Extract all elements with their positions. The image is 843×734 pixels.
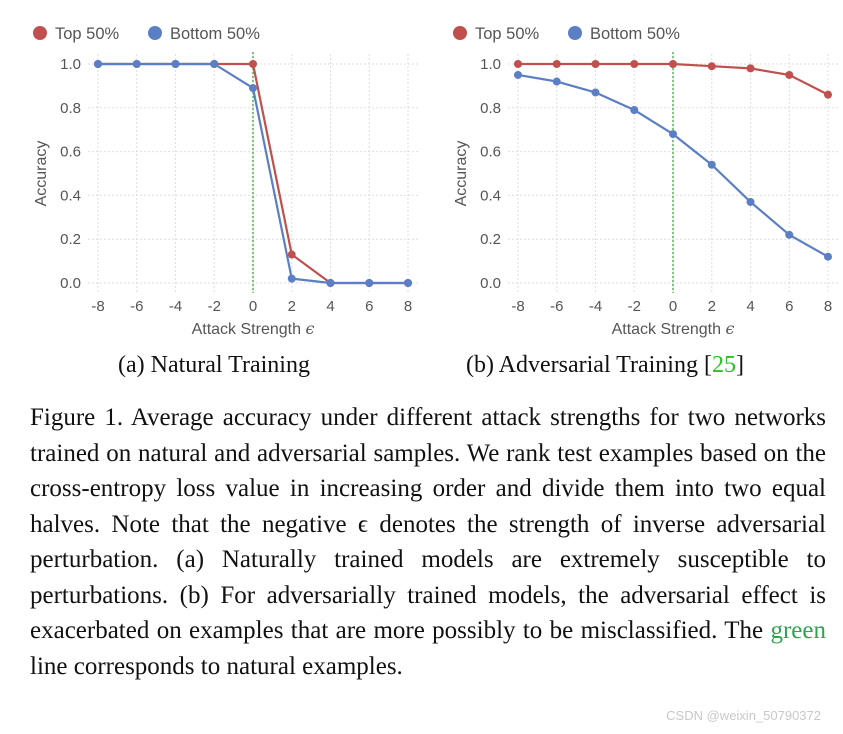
x-tick-label: -8 [511,298,524,315]
y-tick-label: 0.6 [480,144,501,161]
data-point [171,60,180,68]
caption-part1: Figure 1. Average accuracy under differe… [30,404,826,644]
subcaption-b-text: (b) Adversarial Training [ [466,352,712,378]
x-tick-label: 0 [669,298,677,315]
x-tick-label: -6 [550,298,563,315]
subcaption-b-close: ] [735,352,744,378]
data-point [94,60,102,68]
y-tick-label: 0.0 [60,275,81,292]
legend-label: Bottom 50% [590,25,680,43]
data-point [249,84,257,93]
x-tick-label: 4 [746,298,754,315]
x-tick-label: 2 [288,298,296,315]
chart-natural-training-svg: 0.0 0.2 0.4 0.6 0.8 1.0 -8 -6 -4 -2 0 2 4 6 8 Attack St… [33,25,418,338]
data-point [824,252,832,261]
data-point [287,250,296,259]
data-point [514,70,522,79]
data-point [249,60,257,68]
x-tick-label: 6 [365,298,373,315]
y-tick-label: 0.2 [480,231,501,248]
x-tick-label: -2 [628,298,641,315]
legend-marker [148,26,162,40]
data-point [630,60,639,68]
y-tick-label: 1.0 [60,56,81,73]
x-tick-label: 8 [824,298,832,315]
y-tick-label: 0.8 [60,100,81,117]
data-point [514,60,522,68]
data-point [746,64,755,73]
y-tick-label: 0.0 [480,275,501,292]
y-axis-label: Accuracy [453,141,470,207]
data-point [326,279,335,287]
subcaption-a: (a) Natural Training [118,352,310,378]
data-point [591,88,600,97]
y-tick-label: 0.4 [480,187,501,204]
data-point [669,130,677,139]
data-point [707,160,716,169]
data-point [630,105,639,114]
data-point [404,279,412,287]
legend-marker [33,26,47,40]
x-tick-label: 2 [708,298,716,315]
x-tick-label: 6 [785,298,793,315]
chart-adversarial-training-svg: 0.0 0.2 0.4 0.6 0.8 1.0 -8 -6 -4 -2 0 2 4 6 8 Attack St… [453,25,838,338]
caption-green-word: green [770,617,826,644]
x-axis-label: Attack Strength ϵ [612,319,735,338]
y-tick-label: 0.4 [60,187,81,204]
legend-marker [453,26,467,40]
data-point [365,279,374,287]
x-axis-label: Attack Strength ϵ [192,319,315,338]
x-tick-label: -6 [130,298,143,315]
x-tick-label: -2 [208,298,221,315]
x-tick-label: -8 [91,298,104,315]
chart-natural-training: 0.0 0.2 0.4 0.6 0.8 1.0 -8 -6 -4 -2 0 2 4 6 8 Attack St… [0,0,420,350]
legend-marker [568,26,582,40]
data-point [591,60,600,68]
caption-part2: line corresponds to natural examples. [30,652,403,680]
data-point [287,274,296,283]
x-tick-label: 0 [249,298,257,315]
data-point [669,60,677,68]
data-point [785,230,794,239]
data-point [552,60,561,68]
legend-label: Top 50% [55,25,120,43]
data-point [210,60,219,68]
y-axis-label: Accuracy [33,141,50,207]
x-tick-label: 4 [326,298,334,315]
data-point [707,62,716,71]
data-point [785,70,794,79]
watermark: CSDN @weixin_50790372 [666,708,821,723]
x-tick-label: -4 [589,298,602,315]
legend-label: Top 50% [475,25,540,43]
figure-caption: Figure 1. Average accuracy under differe… [30,400,826,684]
chart-adversarial-training: 0.0 0.2 0.4 0.6 0.8 1.0 -8 -6 -4 -2 0 2 4 6 8 Attack St… [420,0,840,350]
legend-label: Bottom 50% [170,25,260,43]
y-tick-label: 1.0 [480,56,501,73]
data-point [824,90,832,99]
data-point [132,60,141,68]
y-tick-label: 0.6 [60,144,81,161]
subcaption-b: (b) Adversarial Training [25] [466,352,744,379]
y-tick-label: 0.2 [60,231,81,248]
y-tick-label: 0.8 [480,100,501,117]
data-point [552,77,561,86]
citation-link[interactable]: 25 [711,352,736,378]
x-tick-label: 8 [404,298,412,315]
x-tick-label: -4 [169,298,182,315]
data-point [746,197,755,206]
